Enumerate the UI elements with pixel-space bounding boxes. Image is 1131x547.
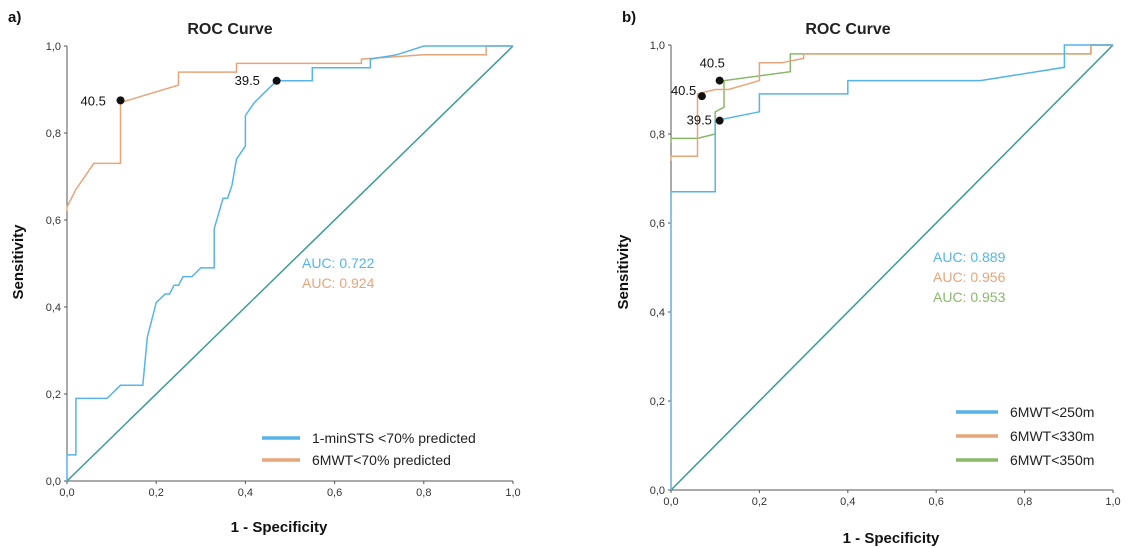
chart-title-b: ROC Curve [805, 21, 890, 38]
x-tick-label: 1,0 [505, 487, 520, 499]
x-tick-label: 1,0 [1105, 496, 1120, 508]
y-tick-label: 1,0 [650, 40, 665, 52]
legend-label: 6MWT<250m [1010, 404, 1094, 420]
series-line [66, 45, 513, 481]
y-axis-label-a: Sensitivity [10, 224, 27, 300]
x-tick-label: 0,0 [59, 487, 74, 499]
plot-area-a: 0,0 0,2 0,4 0,6 0,8 1,0 0,0 0,2 0,4 0,6 0,8 1,0 AUC:… [46, 41, 521, 499]
auc-label: AUC: 0.953 [933, 289, 1006, 305]
y-tick-label: 0,0 [650, 485, 665, 497]
x-tick-label: 0,4 [840, 496, 855, 508]
cutoff-point [697, 92, 706, 101]
x-tick-label: 0,2 [752, 496, 767, 508]
y-tick-label: 0,8 [650, 129, 665, 141]
cutoff-point [715, 76, 724, 85]
y-tick-label: 0,0 [46, 476, 61, 488]
y-tick-label: 0,6 [650, 218, 665, 230]
series-line [66, 45, 513, 212]
x-tick-label: 0,4 [238, 487, 253, 499]
legend-label: 6MWT<330m [1010, 428, 1094, 444]
cutoff-label: 40.5 [81, 93, 106, 108]
x-tick-label: 0,6 [327, 487, 342, 499]
y-tick-label: 0,2 [46, 389, 61, 401]
legend-label: 6MWT<70% predicted [312, 452, 451, 468]
y-tick-label: 0,2 [650, 396, 665, 408]
panel-a: a) ROC Curve Sensitivity 1 - Specificity… [8, 9, 521, 536]
cutoff-label: 39.5 [235, 73, 260, 88]
x-tick-label: 0,8 [1017, 496, 1032, 508]
cutoff-label: 39.5 [687, 113, 712, 128]
reference-line [670, 44, 1114, 491]
x-tick-label: 0,6 [929, 496, 944, 508]
y-axis-label-b: Sensitivity [615, 234, 632, 310]
series-line [670, 44, 1113, 490]
cutoff-label: 40.5 [671, 83, 696, 98]
panel-b: b) ROC Curve Sensitivity 1 - Specificity… [615, 9, 1121, 547]
cutoff-point [272, 76, 281, 85]
auc-label: AUC: 0.722 [302, 255, 375, 271]
legend-label: 6MWT<350m [1010, 452, 1094, 468]
y-tick-label: 0,8 [46, 128, 61, 140]
y-tick-label: 1,0 [46, 41, 61, 53]
auc-label: AUC: 0.889 [933, 249, 1006, 265]
x-tick-label: 0,0 [663, 496, 678, 508]
x-axis-label-a: 1 - Specificity [231, 519, 328, 536]
panel-label-a: a) [8, 9, 21, 26]
cutoff-point [116, 96, 125, 105]
series-line [670, 44, 1113, 143]
x-tick-label: 0,8 [416, 487, 431, 499]
series-line [670, 44, 1113, 161]
cutoff-label: 40.5 [700, 56, 725, 71]
y-tick-label: 0,4 [46, 302, 61, 314]
legend-label: 1-minSTS <70% predicted [312, 430, 476, 446]
x-axis-label-b: 1 - Specificity [843, 530, 940, 547]
auc-label: AUC: 0.924 [302, 275, 375, 291]
y-tick-label: 0,4 [650, 307, 665, 319]
cutoff-point [715, 116, 724, 125]
y-tick-label: 0,6 [46, 215, 61, 227]
plot-area-b: 0,0 0,2 0,4 0,6 0,8 1,0 0,0 0,2 0,4 0,6 0,8 1,0 AUC:… [650, 40, 1121, 508]
panel-label-b: b) [622, 9, 636, 26]
auc-label: AUC: 0.956 [933, 269, 1006, 285]
reference-line [66, 45, 514, 482]
chart-title-a: ROC Curve [187, 21, 272, 38]
x-tick-label: 0,2 [149, 487, 164, 499]
